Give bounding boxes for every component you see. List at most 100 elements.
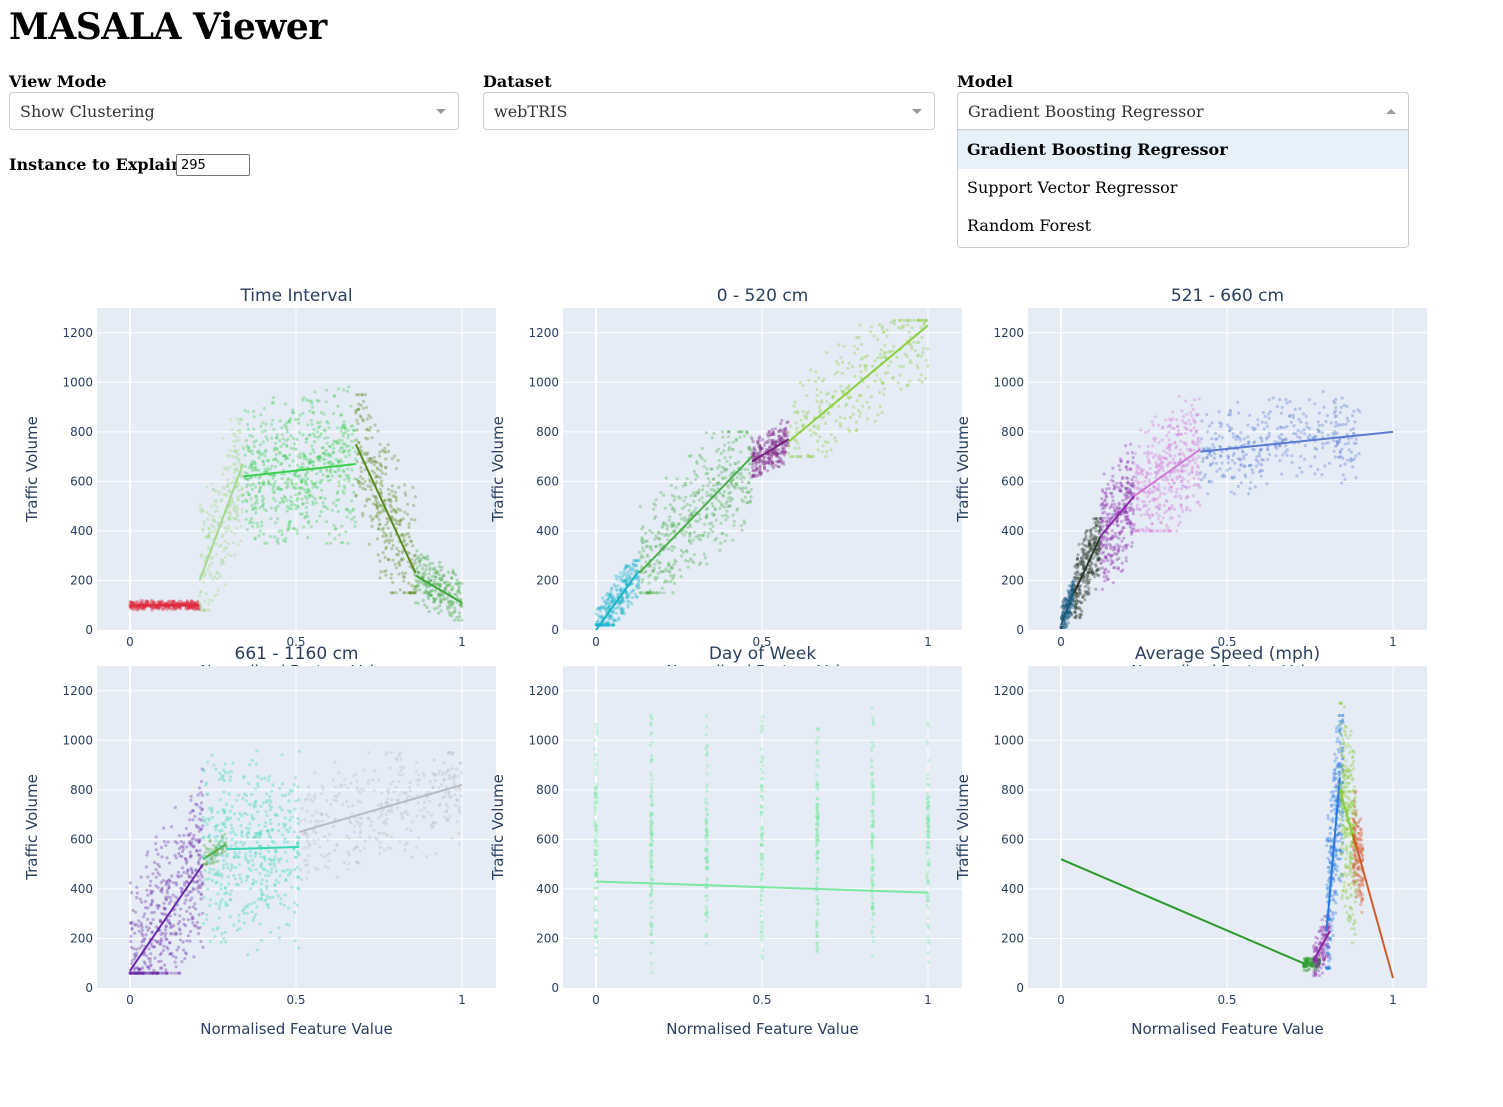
data-point — [784, 443, 788, 447]
data-point — [869, 325, 874, 329]
data-point — [280, 426, 284, 430]
data-point — [821, 444, 825, 448]
data-point — [373, 423, 377, 427]
data-point — [626, 603, 630, 607]
data-point — [1064, 622, 1068, 626]
data-point — [719, 521, 723, 525]
data-point — [384, 532, 388, 537]
data-point — [374, 495, 378, 499]
data-point — [1179, 466, 1183, 470]
data-point — [600, 604, 604, 609]
model-option-support-vector[interactable]: Support Vector Regressor — [967, 178, 1178, 197]
data-point — [233, 516, 237, 520]
data-point — [130, 601, 134, 605]
data-point — [747, 490, 752, 494]
data-point — [694, 535, 698, 539]
view-mode-dropdown[interactable]: Show Clustering — [9, 92, 459, 130]
data-point — [1195, 457, 1199, 461]
data-point — [384, 569, 388, 573]
data-point — [429, 589, 433, 593]
data-point — [207, 564, 211, 568]
data-point — [457, 581, 461, 585]
model-dropdown[interactable]: Gradient Boosting Regressor — [957, 92, 1409, 130]
data-point — [178, 606, 182, 610]
data-point — [375, 512, 379, 516]
data-point — [897, 326, 901, 330]
data-point — [333, 537, 337, 541]
dataset-dropdown[interactable]: webTRIS — [483, 92, 935, 130]
data-point — [1136, 485, 1140, 489]
data-point — [924, 358, 928, 362]
data-point — [619, 609, 623, 613]
data-point — [198, 603, 203, 607]
data-point — [1127, 490, 1131, 494]
data-point — [355, 418, 359, 422]
data-point — [882, 392, 886, 397]
data-point — [342, 420, 346, 424]
data-point — [237, 438, 241, 442]
data-point — [314, 501, 319, 505]
data-point — [1281, 453, 1285, 457]
data-point — [237, 453, 241, 457]
data-point — [232, 440, 236, 444]
data-point — [657, 566, 662, 570]
data-point — [369, 457, 373, 461]
data-point — [611, 623, 616, 627]
data-point — [151, 872, 155, 876]
chevron-down-icon[interactable] — [912, 109, 922, 114]
data-point — [1073, 606, 1077, 610]
data-point — [243, 453, 247, 457]
data-point — [327, 454, 331, 458]
data-point — [310, 401, 314, 406]
data-point — [594, 623, 598, 627]
data-point — [854, 420, 859, 424]
data-point — [152, 600, 156, 604]
data-point — [686, 565, 690, 569]
data-point — [1326, 433, 1330, 437]
data-point — [365, 499, 369, 503]
data-point — [261, 421, 265, 425]
data-point — [774, 463, 778, 467]
data-point — [634, 559, 638, 563]
data-point — [294, 418, 298, 422]
data-point — [652, 502, 656, 506]
data-point — [247, 466, 251, 470]
data-point — [177, 945, 181, 949]
data-point — [391, 558, 395, 562]
data-point — [315, 519, 319, 524]
data-point — [139, 601, 143, 605]
data-point — [620, 589, 624, 593]
data-point — [441, 597, 446, 602]
data-point — [1109, 554, 1113, 558]
data-point — [1162, 529, 1166, 533]
data-point — [323, 451, 327, 455]
data-point — [345, 389, 350, 393]
data-point — [271, 474, 275, 478]
data-point — [645, 539, 649, 543]
chevron-up-icon[interactable] — [1386, 109, 1396, 114]
data-point — [617, 602, 621, 606]
data-point — [834, 439, 838, 443]
data-point — [445, 580, 449, 584]
data-point — [621, 598, 625, 602]
data-point — [403, 510, 407, 514]
data-point — [603, 608, 607, 612]
data-point — [299, 479, 303, 483]
data-point — [1187, 472, 1191, 476]
data-point — [137, 606, 141, 610]
data-point — [285, 499, 289, 503]
data-point — [384, 534, 388, 538]
data-point — [664, 476, 668, 480]
instance-input[interactable] — [176, 154, 250, 176]
data-point — [168, 606, 172, 611]
chevron-down-icon[interactable] — [436, 109, 446, 114]
data-point — [1316, 467, 1320, 472]
data-point — [1279, 432, 1284, 437]
data-point — [1101, 520, 1105, 524]
data-point — [1097, 573, 1101, 578]
data-point — [1351, 465, 1355, 469]
model-option-gradient-boosting[interactable]: Gradient Boosting Regressor — [958, 131, 1408, 169]
data-point — [308, 458, 312, 462]
data-point — [287, 506, 291, 510]
model-option-random-forest[interactable]: Random Forest — [967, 216, 1092, 235]
